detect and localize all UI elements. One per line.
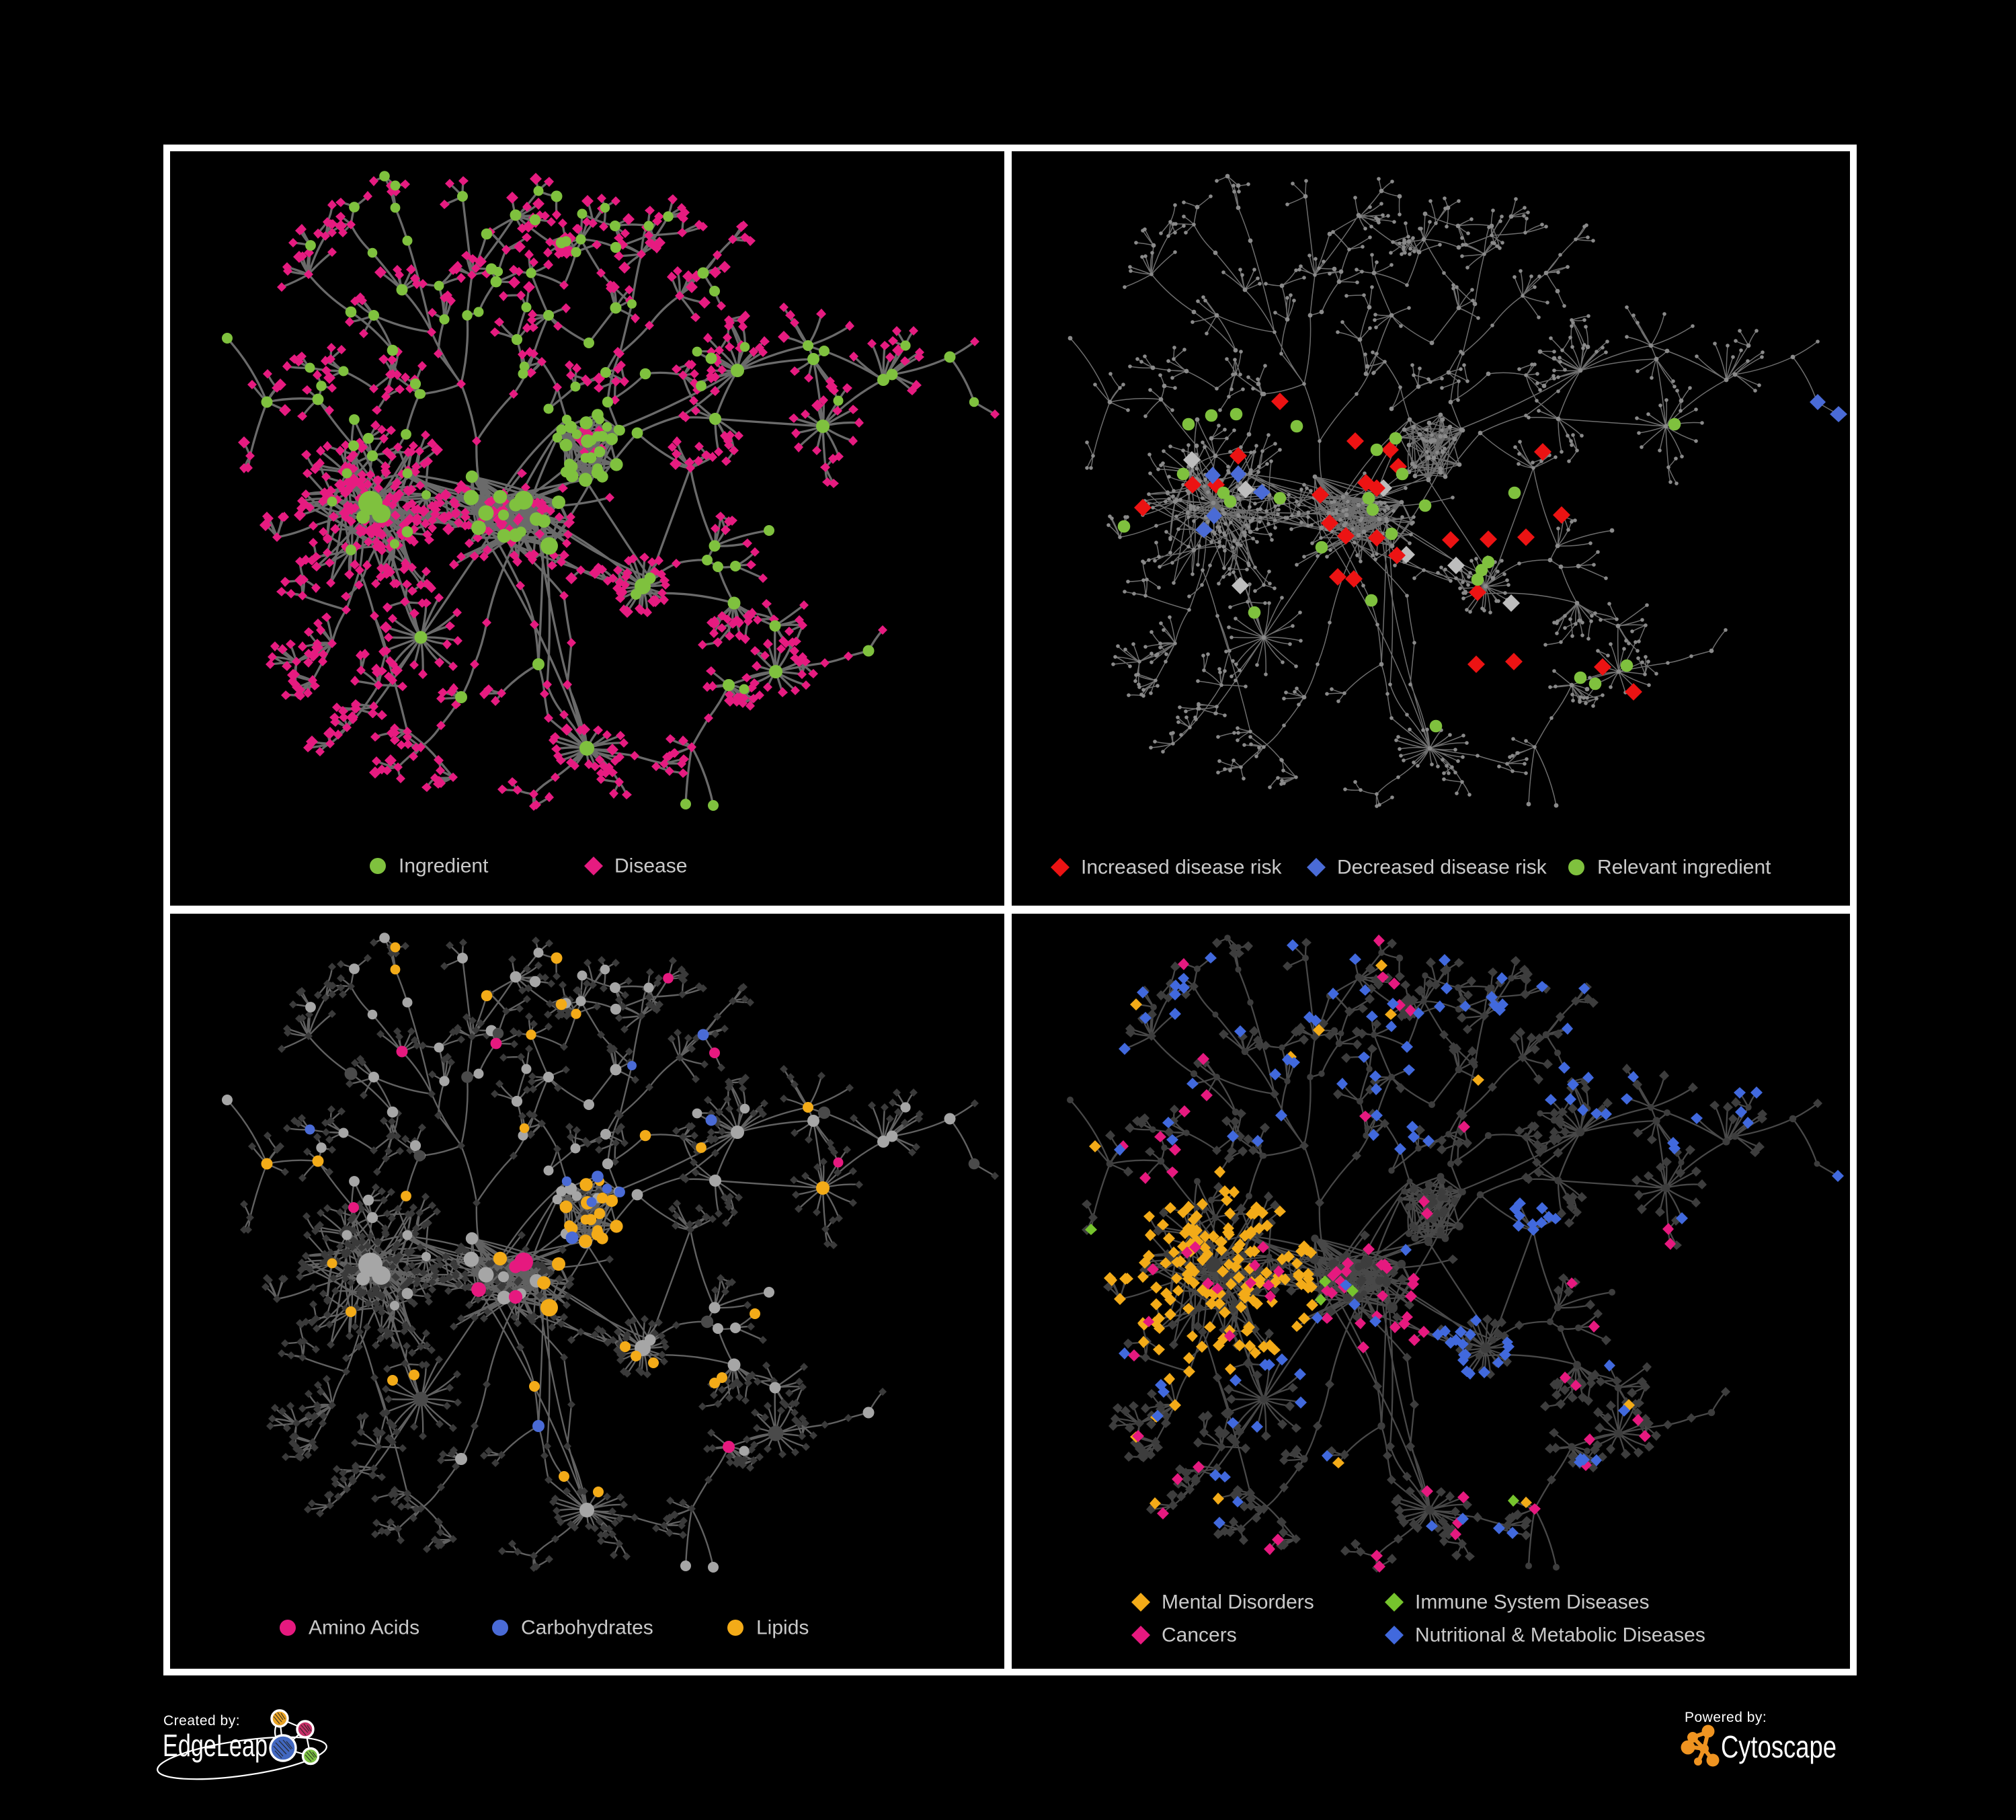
svg-text:Created by:: Created by: [163, 1713, 240, 1729]
svg-text:Decreased disease risk: Decreased disease risk [1337, 857, 1547, 879]
svg-text:Cancers: Cancers [1162, 1624, 1237, 1647]
svg-text:Relevant ingredient: Relevant ingredient [1597, 857, 1771, 879]
svg-text:Powered by:: Powered by: [1685, 1710, 1767, 1725]
svg-text:Amino Acids: Amino Acids [309, 1617, 419, 1639]
svg-text:Cytoscape: Cytoscape [1721, 1729, 1837, 1764]
svg-text:Nutritional & Metabolic Diseas: Nutritional & Metabolic Diseases [1415, 1624, 1705, 1647]
svg-text:Disease: Disease [614, 855, 687, 877]
svg-text:Lipids: Lipids [756, 1617, 809, 1639]
svg-text:Ingredient: Ingredient [399, 855, 489, 877]
svg-text:Increased disease risk: Increased disease risk [1081, 857, 1282, 879]
svg-text:Carbohydrates: Carbohydrates [521, 1617, 653, 1639]
svg-text:Mental Disorders: Mental Disorders [1162, 1591, 1314, 1614]
svg-text:Immune System Diseases: Immune System Diseases [1415, 1591, 1649, 1614]
